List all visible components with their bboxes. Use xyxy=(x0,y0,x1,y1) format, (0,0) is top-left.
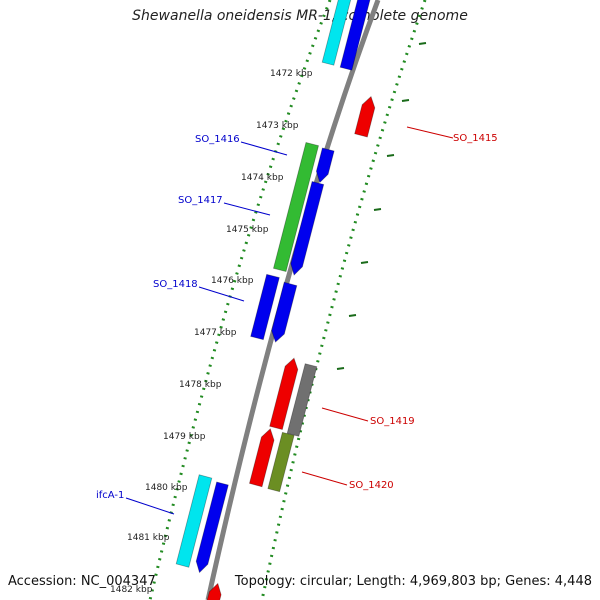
gene-leader-line xyxy=(406,126,454,139)
gene-leader-line xyxy=(301,471,348,486)
gene-label-so-1420[interactable]: SO_1420 xyxy=(349,480,394,491)
track-tick-mark xyxy=(336,367,345,370)
track-tick-mark xyxy=(401,99,410,102)
gene-leader-line xyxy=(240,141,288,156)
track-tick-mark xyxy=(348,314,357,317)
gene-label-so-1418[interactable]: SO_1418 xyxy=(153,279,198,290)
scale-tick-label: 1472 kbp xyxy=(270,69,313,79)
map-title: Shewanella oneidensis MR-1, complete gen… xyxy=(132,8,468,24)
gene-label-so-1417[interactable]: SO_1417 xyxy=(178,195,223,206)
gene-gray-so1419[interactable] xyxy=(286,363,318,437)
track-tick-mark xyxy=(418,42,427,45)
track-tick-mark xyxy=(386,154,395,157)
scale-tick-label: 1475 kbp xyxy=(226,225,269,235)
gene-red-low[interactable] xyxy=(249,428,275,488)
gene-red-bottom[interactable] xyxy=(204,582,222,600)
inner-dotted-track xyxy=(148,0,332,600)
scale-tick-label: 1482 kbp xyxy=(110,585,153,595)
gene-so1415[interactable] xyxy=(354,95,376,138)
gene-cyan-ifca1[interactable] xyxy=(175,474,213,568)
gene-so1418-b[interactable] xyxy=(271,281,298,343)
gene-green-so1417[interactable] xyxy=(273,142,319,272)
gene-olive-so1420[interactable] xyxy=(267,431,295,493)
genome-backbone xyxy=(205,0,381,600)
accession-text: Accession: NC_004347 xyxy=(8,574,156,589)
track-tick-mark xyxy=(360,261,369,264)
genome-summary-text: Topology: circular; Length: 4,969,803 bp… xyxy=(234,574,592,589)
gene-blue-ifca1[interactable] xyxy=(195,481,229,574)
scale-tick-label: 1477 kbp xyxy=(194,328,237,338)
track-tick-mark xyxy=(373,208,382,211)
scale-tick-label: 1481 kbp xyxy=(127,533,170,543)
scale-tick-label: 1480 kbp xyxy=(145,483,188,493)
gene-so1416[interactable] xyxy=(315,147,335,184)
gene-label-so-1416[interactable]: SO_1416 xyxy=(195,134,240,145)
gene-label-ifca-1[interactable]: ifcA-1 xyxy=(96,490,124,501)
gene-cyan-top[interactable] xyxy=(321,0,354,66)
scale-tick-label: 1473 kbp xyxy=(256,121,299,131)
scale-tick-label: 1474 kbp xyxy=(241,173,284,183)
gene-leader-line xyxy=(223,202,271,216)
scale-tick-label: 1479 kbp xyxy=(163,432,206,442)
gene-leader-line xyxy=(125,497,175,515)
gene-label-so-1415[interactable]: SO_1415 xyxy=(453,133,498,144)
gene-so1418-a[interactable] xyxy=(250,273,280,341)
gene-blue-long[interactable] xyxy=(290,181,325,276)
gene-blue-top[interactable] xyxy=(339,0,372,71)
gene-label-so-1419[interactable]: SO_1419 xyxy=(370,416,415,427)
scale-tick-label: 1478 kbp xyxy=(179,380,222,390)
gene-leader-line xyxy=(198,286,245,302)
gene-red-mid[interactable] xyxy=(269,357,299,430)
scale-tick-label: 1476 kbp xyxy=(211,276,254,286)
gene-leader-line xyxy=(321,407,369,422)
